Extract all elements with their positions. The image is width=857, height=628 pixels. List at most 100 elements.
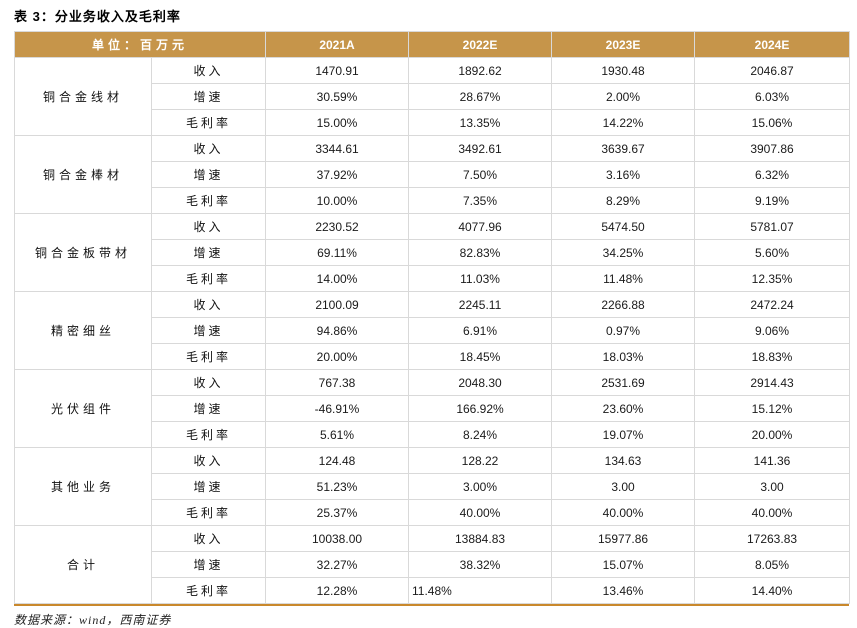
value-cell: 11.03%	[408, 265, 553, 292]
metric-label-cell: 增速	[150, 317, 267, 344]
value-cell: 128.22	[408, 447, 553, 474]
value-cell: 5.60%	[694, 239, 851, 266]
metric-label-cell: 收入	[150, 135, 267, 162]
value-cell: 13.35%	[408, 109, 553, 136]
table-row: 铜合金棒材 收入 3344.61 3492.61 3639.67 3907.86	[14, 135, 851, 214]
value-cell: 18.83%	[694, 343, 851, 370]
value-cell: 17263.83	[694, 525, 851, 552]
segment-name-cell: 光伏组件	[14, 369, 152, 448]
table-row: 增速 69.11% 82.83% 34.25% 5.60%	[15, 239, 851, 266]
value-cell: 14.00%	[265, 265, 410, 292]
value-cell: 32.27%	[265, 551, 410, 578]
metric-label-cell: 收入	[150, 447, 267, 474]
value-cell: 2531.69	[551, 369, 696, 396]
value-cell: 10.00%	[265, 187, 410, 214]
value-cell: 25.37%	[265, 499, 410, 526]
header-row: 单位：百万元 2021A 2022E 2023E 2024E	[13, 31, 851, 58]
value-cell: 141.36	[694, 447, 851, 474]
value-cell: 40.00%	[408, 499, 553, 526]
value-cell: 3.16%	[551, 161, 696, 188]
value-cell: 34.25%	[551, 239, 696, 266]
table-row: 增速 -46.91% 166.92% 23.60% 15.12%	[15, 395, 851, 422]
value-cell: 124.48	[265, 447, 410, 474]
value-cell: 38.32%	[408, 551, 553, 578]
value-cell: 9.06%	[694, 317, 851, 344]
value-cell: 51.23%	[265, 473, 410, 500]
metric-label-cell: 毛利率	[150, 421, 267, 448]
value-cell: 2230.52	[265, 213, 410, 240]
value-cell: 8.24%	[408, 421, 553, 448]
value-cell: 2100.09	[265, 291, 410, 318]
value-cell: 5474.50	[551, 213, 696, 240]
table-row: 铜合金板带材 收入 2230.52 4077.96 5474.50 5781.07	[14, 213, 851, 292]
value-cell: 15.12%	[694, 395, 851, 422]
value-cell: 37.92%	[265, 161, 410, 188]
value-cell: 3.00	[694, 473, 851, 500]
table-row: 合计 收入 10038.00 13884.83 15977.86 17263.83	[14, 525, 851, 604]
unit-header-cell: 单位：百万元	[13, 31, 267, 58]
value-cell: 4077.96	[408, 213, 553, 240]
value-cell: 0.97%	[551, 317, 696, 344]
value-cell: 1470.91	[265, 57, 410, 84]
table-row: 增速 32.27% 38.32% 15.07% 8.05%	[15, 551, 851, 578]
table-row: 光伏组件 收入 767.38 2048.30 2531.69 2914.43	[14, 369, 851, 448]
table-row: 增速 37.92% 7.50% 3.16% 6.32%	[15, 161, 851, 188]
value-cell: 40.00%	[551, 499, 696, 526]
metric-label-cell: 收入	[150, 291, 267, 318]
value-cell: 14.40%	[694, 577, 851, 604]
metric-label-cell: 收入	[150, 57, 267, 84]
value-cell: 3639.67	[551, 135, 696, 162]
value-cell: 19.07%	[551, 421, 696, 448]
value-cell: 3492.61	[408, 135, 553, 162]
table-row: 铜合金线材 收入 1470.91 1892.62 1930.48 2046.87	[14, 57, 851, 136]
year-header-cell-2022e: 2022E	[408, 31, 553, 58]
value-cell: 3.00	[551, 473, 696, 500]
metric-label-cell: 毛利率	[150, 109, 267, 136]
table-row: 增速 30.59% 28.67% 2.00% 6.03%	[15, 83, 851, 110]
metric-label-cell: 毛利率	[150, 265, 267, 292]
value-cell: 20.00%	[265, 343, 410, 370]
metric-label-cell: 收入	[150, 213, 267, 240]
value-cell: 9.19%	[694, 187, 851, 214]
value-cell: 7.35%	[408, 187, 553, 214]
value-cell: 2048.30	[408, 369, 553, 396]
value-cell: 69.11%	[265, 239, 410, 266]
value-cell: 2245.11	[408, 291, 553, 318]
table-row: 精密细丝 收入 2100.09 2245.11 2266.88 2472.24	[14, 291, 851, 370]
value-cell: 12.28%	[265, 577, 410, 604]
segment-name-cell: 其他业务	[14, 447, 152, 526]
value-cell: 11.48%	[408, 577, 553, 604]
value-cell: 6.32%	[694, 161, 851, 188]
metric-label-cell: 增速	[150, 239, 267, 266]
segment-name-cell: 铜合金线材	[14, 57, 152, 136]
value-cell: 13.46%	[551, 577, 696, 604]
table-header: 单位：百万元 2021A 2022E 2023E 2024E	[13, 31, 851, 58]
segment-name-cell: 合计	[14, 525, 152, 604]
segment-revenue-table: 单位：百万元 2021A 2022E 2023E 2024E 铜合金线材 收入 14…	[13, 31, 851, 604]
table-title: 表 3：分业务收入及毛利率	[14, 9, 181, 24]
year-header-cell-2024e: 2024E	[694, 31, 851, 58]
value-cell: 12.35%	[694, 265, 851, 292]
value-cell: 3344.61	[265, 135, 410, 162]
value-cell: 8.29%	[551, 187, 696, 214]
metric-label-cell: 增速	[150, 161, 267, 188]
value-cell: 3.00%	[408, 473, 553, 500]
value-cell: 7.50%	[408, 161, 553, 188]
value-cell: 2046.87	[694, 57, 851, 84]
value-cell: 15977.86	[551, 525, 696, 552]
metric-label-cell: 增速	[150, 473, 267, 500]
segment-name-cell: 铜合金棒材	[14, 135, 152, 214]
value-cell: 2914.43	[694, 369, 851, 396]
value-cell: 1892.62	[408, 57, 553, 84]
value-cell: 3907.86	[694, 135, 851, 162]
value-cell: 2266.88	[551, 291, 696, 318]
value-cell: 134.63	[551, 447, 696, 474]
value-cell: -46.91%	[265, 395, 410, 422]
value-cell: 18.45%	[408, 343, 553, 370]
table-row: 毛利率 15.00% 13.35% 14.22% 15.06%	[15, 109, 851, 136]
value-cell: 2472.24	[694, 291, 851, 318]
value-cell: 2.00%	[551, 83, 696, 110]
metric-label-cell: 毛利率	[150, 577, 267, 604]
value-cell: 166.92%	[408, 395, 553, 422]
